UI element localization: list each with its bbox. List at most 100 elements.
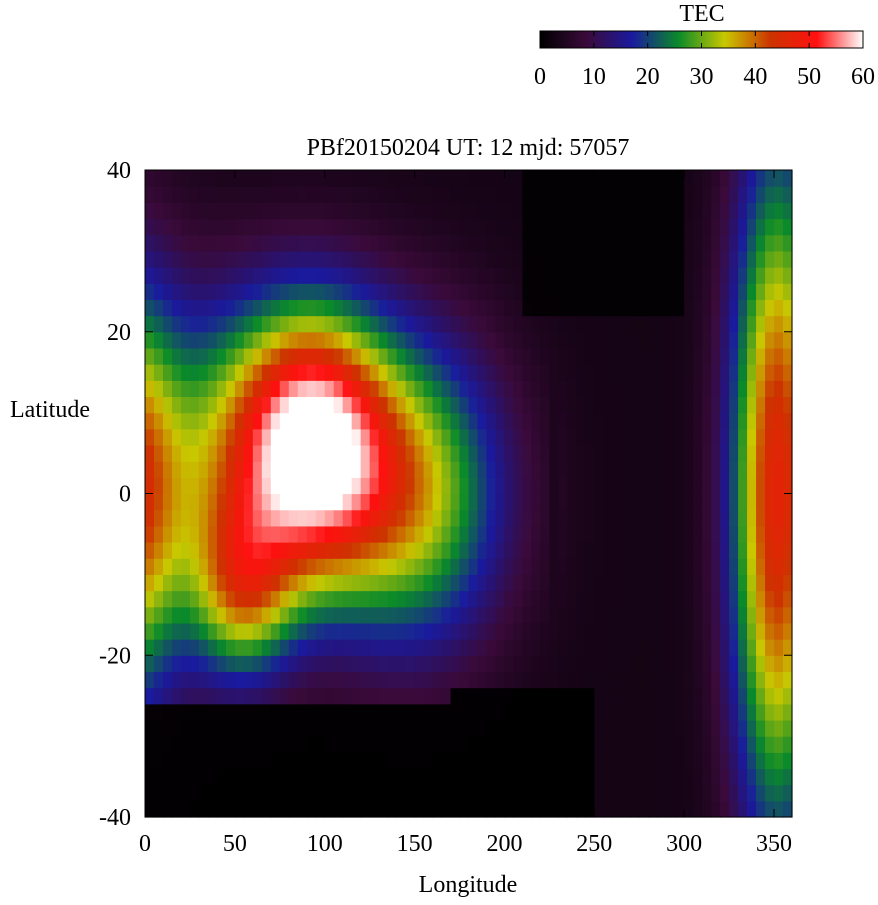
heatmap-cell <box>234 331 245 349</box>
heatmap-cell <box>216 736 227 753</box>
heatmap-cell <box>486 364 497 381</box>
heatmap-cell <box>405 186 416 203</box>
heatmap-cell <box>783 412 793 430</box>
heatmap-cell <box>621 655 631 673</box>
heatmap-cell <box>279 525 290 543</box>
heatmap-cell <box>396 558 407 575</box>
heatmap-cell <box>225 461 236 478</box>
heatmap-cell <box>585 719 595 737</box>
heatmap-cell <box>153 622 164 640</box>
heatmap-cell <box>774 590 784 608</box>
heatmap-cell <box>306 752 317 770</box>
heatmap-cell <box>351 671 362 689</box>
heatmap-cell <box>270 671 281 689</box>
heatmap-cell <box>306 590 317 608</box>
heatmap-cell <box>396 639 407 656</box>
heatmap-cell <box>243 639 254 656</box>
heatmap-cell <box>702 768 712 786</box>
heatmap-cell <box>639 574 649 592</box>
heatmap-cell <box>549 719 559 737</box>
heatmap-cell <box>504 380 515 398</box>
heatmap-cell <box>279 283 290 301</box>
heatmap-cell <box>585 509 595 527</box>
heatmap-cell <box>396 444 407 462</box>
heatmap-cell <box>495 574 506 592</box>
heatmap-cell <box>648 170 658 187</box>
heatmap-cell <box>351 267 362 284</box>
heatmap-cell <box>396 752 407 770</box>
heatmap-cell <box>666 655 676 673</box>
heatmap-cell <box>504 218 515 236</box>
heatmap-cell <box>162 218 173 236</box>
heatmap-cell <box>684 428 694 446</box>
heatmap-cell <box>306 412 317 430</box>
heatmap-cell <box>747 736 757 753</box>
heatmap-cell <box>441 412 452 430</box>
heatmap-cell <box>594 493 604 511</box>
heatmap-cell <box>612 428 622 446</box>
heatmap-cell <box>243 542 254 559</box>
heatmap-cell <box>729 784 739 802</box>
heatmap-cell <box>207 461 218 478</box>
heatmap-cell <box>369 428 380 446</box>
heatmap-cell <box>585 622 595 640</box>
heatmap-cell <box>324 428 335 446</box>
heatmap-cell <box>639 558 649 575</box>
heatmap-cell <box>279 671 290 689</box>
heatmap-cell <box>360 428 371 446</box>
heatmap-cell <box>558 428 568 446</box>
heatmap-cell <box>603 380 613 398</box>
heatmap-cell <box>315 655 326 673</box>
heatmap-cell <box>145 477 155 495</box>
heatmap-cell <box>630 542 640 559</box>
heatmap-cell <box>666 574 676 592</box>
heatmap-cell <box>495 428 506 446</box>
heatmap-cell <box>720 202 730 220</box>
heatmap-cell <box>612 622 622 640</box>
heatmap-cell <box>576 444 586 462</box>
heatmap-cell <box>414 622 425 640</box>
heatmap-cell <box>333 396 344 414</box>
heatmap-cell <box>774 525 784 543</box>
heatmap-cell <box>145 250 155 268</box>
heatmap-cell <box>387 461 398 478</box>
heatmap-cell <box>657 267 667 284</box>
heatmap-cell <box>684 574 694 592</box>
heatmap-cell <box>162 655 173 673</box>
heatmap-cell <box>423 331 434 349</box>
heatmap-cell <box>414 768 425 786</box>
heatmap-cell <box>261 493 272 511</box>
heatmap-cell <box>657 477 667 495</box>
heatmap-cell <box>522 671 533 689</box>
heatmap-cell <box>729 542 739 559</box>
heatmap-cell <box>504 639 515 656</box>
heatmap-cell <box>369 364 380 381</box>
heatmap-cell <box>342 542 353 559</box>
heatmap-cell <box>225 525 236 543</box>
heatmap-cell <box>603 267 613 284</box>
heatmap-cell <box>288 671 299 689</box>
heatmap-cell <box>207 655 218 673</box>
heatmap-cell <box>306 477 317 495</box>
heatmap-cell <box>612 736 622 753</box>
heatmap-cell <box>441 267 452 284</box>
heatmap-cell <box>387 396 398 414</box>
heatmap-cell <box>198 299 209 317</box>
heatmap-cell <box>738 186 748 203</box>
heatmap-cell <box>360 186 371 203</box>
heatmap-cell <box>513 719 524 737</box>
heatmap-cell <box>387 574 398 592</box>
heatmap-cell <box>405 444 416 462</box>
heatmap-cell <box>675 687 685 705</box>
heatmap-cell <box>720 752 730 770</box>
heatmap-cell <box>639 509 649 527</box>
heatmap-cell <box>414 784 425 802</box>
heatmap-cell <box>729 671 739 689</box>
heatmap-cell <box>405 752 416 770</box>
heatmap-cell <box>666 234 676 252</box>
heatmap-cell <box>261 800 272 818</box>
heatmap-cell <box>504 250 515 268</box>
heatmap-cell <box>207 283 218 301</box>
heatmap-cell <box>306 267 317 284</box>
heatmap-cell <box>468 347 479 365</box>
